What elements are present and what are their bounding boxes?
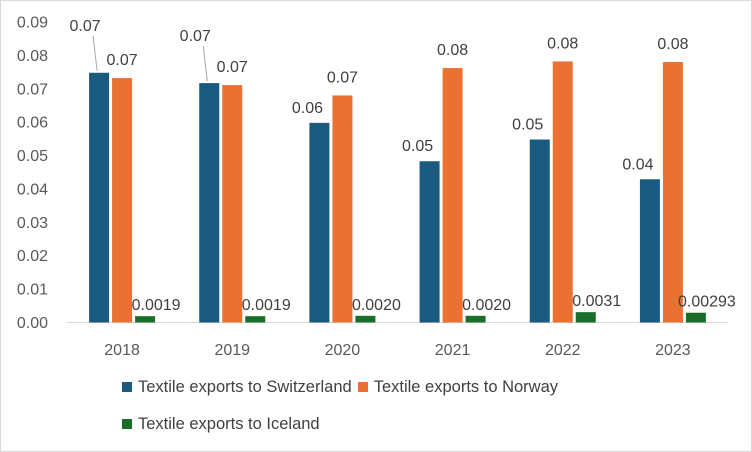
legend-item-iceland: Textile exports to Iceland: [122, 415, 320, 434]
data-label-switzerland: 0.05: [512, 117, 543, 134]
bar-norway: [442, 68, 463, 323]
bar-switzerland: [639, 179, 660, 323]
bar-norway: [112, 78, 133, 323]
y-tick-label: 0.05: [17, 148, 48, 165]
data-label-iceland: 0.0020: [352, 297, 401, 314]
legend-row-2: Textile exports to Iceland: [122, 411, 682, 437]
data-label-norway: 0.08: [657, 36, 688, 53]
bar-iceland: [135, 316, 156, 323]
data-label-iceland: 0.0020: [462, 297, 511, 314]
data-label-iceland: 0.0019: [132, 297, 181, 314]
legend-label-iceland: Textile exports to Iceland: [138, 414, 320, 433]
data-label-switzerland: 0.07: [180, 28, 211, 45]
x-tick-label: 2020: [325, 342, 361, 359]
y-tick-label: 0.08: [17, 48, 48, 65]
data-label-switzerland: 0.06: [292, 100, 323, 117]
legend-label-norway: Textile exports to Norway: [373, 377, 559, 396]
data-label-iceland: 0.0019: [242, 297, 291, 314]
y-tick-label: 0.03: [17, 215, 48, 232]
bar-norway: [552, 61, 573, 323]
y-tick-label: 0.02: [17, 248, 48, 265]
data-label-iceland: 0.0031: [572, 293, 621, 310]
bar-norway: [662, 62, 683, 323]
bar-switzerland: [419, 161, 440, 323]
y-tick-label: 0.01: [17, 282, 48, 299]
data-label-switzerland: 0.07: [70, 18, 101, 35]
y-tick-label: 0.07: [17, 81, 48, 98]
bar-switzerland: [199, 83, 220, 323]
bar-norway: [222, 85, 243, 323]
bar-iceland: [245, 316, 266, 323]
bar-switzerland: [529, 139, 550, 323]
bar-norway: [332, 95, 353, 323]
data-label-iceland: 0.00293: [678, 294, 736, 311]
bar-iceland: [685, 312, 706, 323]
bar-iceland: [575, 312, 596, 323]
x-tick-label: 2023: [655, 342, 691, 359]
legend-row-1: Textile exports to Switzerland Textile e…: [122, 374, 682, 400]
y-tick-label: 0.04: [17, 181, 48, 198]
data-label-norway: 0.07: [327, 69, 358, 86]
bar-iceland: [355, 315, 376, 323]
data-label-leader-line: [202, 46, 208, 82]
legend-item-switzerland: Textile exports to Switzerland: [122, 378, 352, 397]
x-tick-label: 2018: [104, 342, 140, 359]
data-label-leader-line: [92, 35, 98, 71]
x-tick-label: 2021: [435, 342, 471, 359]
legend-swatch-switzerland: [122, 382, 132, 392]
bar-switzerland: [309, 122, 330, 323]
data-label-switzerland: 0.04: [622, 156, 653, 173]
data-label-switzerland: 0.05: [402, 138, 433, 155]
x-tick-label: 2019: [214, 342, 250, 359]
x-tick-label: 2022: [545, 342, 581, 359]
data-label-norway: 0.08: [437, 42, 468, 59]
data-label-norway: 0.07: [107, 52, 138, 69]
data-label-norway: 0.08: [547, 35, 578, 52]
legend-swatch-norway: [357, 382, 368, 392]
y-tick-label: 0.00: [17, 315, 48, 332]
y-tick-label: 0.06: [17, 115, 48, 132]
legend-swatch-iceland: [122, 419, 132, 429]
bar-switzerland: [89, 72, 110, 323]
y-tick-label: 0.09: [17, 15, 48, 32]
chart-legend: Textile exports to Switzerland Textile e…: [122, 374, 682, 448]
legend-label-switzerland: Textile exports to Switzerland: [138, 377, 352, 396]
bar-iceland: [465, 315, 486, 323]
data-label-norway: 0.07: [217, 59, 248, 76]
legend-item-norway: Textile exports to Norway: [357, 377, 559, 397]
